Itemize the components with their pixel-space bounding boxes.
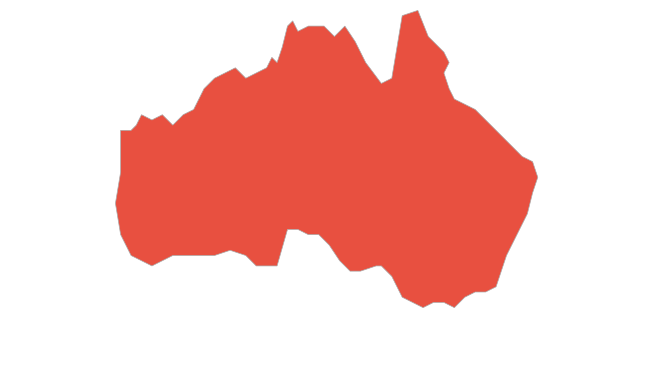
Polygon shape [115,11,538,308]
